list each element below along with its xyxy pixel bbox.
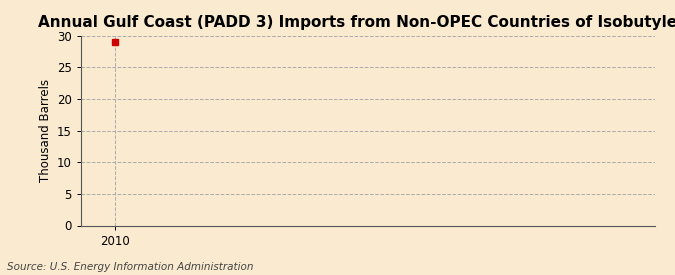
Title: Annual Gulf Coast (PADD 3) Imports from Non-OPEC Countries of Isobutylene: Annual Gulf Coast (PADD 3) Imports from … (38, 15, 675, 31)
Y-axis label: Thousand Barrels: Thousand Barrels (38, 79, 51, 182)
Text: Source: U.S. Energy Information Administration: Source: U.S. Energy Information Administ… (7, 262, 253, 272)
